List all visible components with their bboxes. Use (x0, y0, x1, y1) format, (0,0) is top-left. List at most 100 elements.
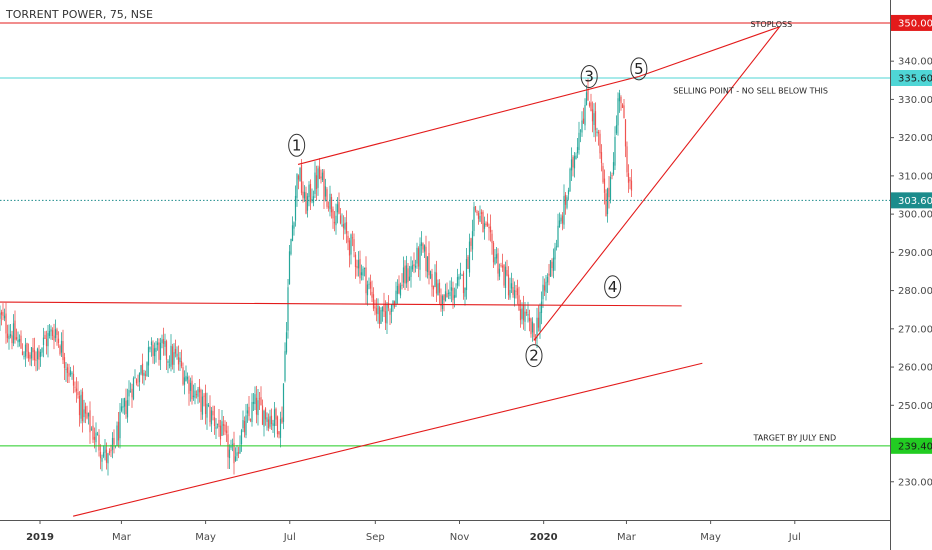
candle-body (2, 312, 4, 316)
candle-body (72, 373, 75, 386)
candle-body (200, 389, 202, 412)
candle-body (234, 456, 237, 462)
candle-body (159, 342, 162, 360)
x-tick-label: May (700, 532, 721, 543)
candle-body (35, 359, 37, 361)
candle-body (423, 245, 426, 252)
candle-body (546, 276, 549, 283)
candle-body (297, 175, 300, 180)
candle-body (609, 176, 612, 200)
annotations-layer: STOPLOSS SELLING POINT - NO SELL BELOW TH… (673, 20, 836, 443)
candle-body (242, 420, 244, 429)
candle-body (6, 333, 9, 339)
candle-body (414, 265, 417, 268)
candle-body (27, 351, 30, 359)
candle-body (128, 389, 130, 397)
candle-body (356, 266, 358, 269)
candle-body (504, 266, 507, 289)
candle-body (608, 187, 610, 198)
candle-body (614, 136, 616, 166)
candle-body (269, 416, 271, 427)
candle-body (566, 197, 568, 208)
candle-body (537, 317, 540, 328)
price-tag (891, 70, 932, 86)
y-tick-label: 280.00 (898, 286, 932, 297)
price-tag (891, 192, 932, 209)
candle-body (531, 321, 534, 333)
candle-body (96, 433, 99, 435)
candle-body (485, 223, 487, 226)
candle-body (207, 405, 210, 406)
candle-body (515, 290, 517, 292)
trend-line (0, 301, 682, 307)
price-tag (891, 437, 932, 454)
candle-body (90, 428, 93, 430)
candle-body (530, 318, 532, 335)
candle-body (233, 442, 235, 464)
candle-body (584, 105, 586, 126)
candle-body (587, 89, 589, 101)
candle-body (585, 92, 588, 106)
candle-body (606, 188, 609, 215)
candle-body (360, 272, 363, 276)
candle-body (323, 170, 325, 200)
candle-body (357, 260, 360, 269)
candle-body (117, 421, 120, 441)
candle-body (276, 416, 279, 435)
candle-body (78, 396, 81, 416)
candle-body (567, 190, 570, 195)
y-tick-label: 330.00 (898, 95, 932, 106)
candle-body (153, 348, 156, 357)
y-tick-label: 260.00 (898, 363, 932, 374)
candle-body (522, 305, 525, 321)
candle-body (69, 370, 72, 376)
y-tick-label: 230.00 (898, 477, 932, 488)
candle-body (81, 391, 84, 421)
candle-body (630, 180, 633, 191)
annotation-text: TARGET BY JULY END (752, 433, 836, 442)
candle-body (342, 223, 345, 229)
candle-body (447, 292, 450, 294)
candle-body (11, 335, 13, 344)
candle-body (302, 191, 304, 198)
candle-body (182, 367, 184, 385)
candle-body (74, 386, 76, 388)
candle-body (593, 113, 595, 126)
candle-body (615, 125, 618, 134)
price-tag-label: 303.60 (898, 196, 932, 207)
candle-body (623, 105, 625, 119)
x-tick-label: Mar (617, 532, 637, 543)
candle-body (291, 225, 294, 242)
candle-body (239, 446, 241, 454)
candle-body (371, 291, 373, 298)
candle-body (240, 430, 243, 445)
candle-body (320, 176, 322, 179)
candle-body (390, 304, 393, 312)
candle-body (549, 260, 552, 277)
candle-body (542, 284, 544, 300)
candle-body (212, 411, 214, 416)
candle-body (92, 425, 94, 440)
candle-body (512, 287, 514, 295)
candle-body (366, 284, 369, 296)
candle-body (255, 397, 258, 415)
wave-label-text: 2 (529, 347, 539, 365)
candle-body (453, 295, 456, 299)
wave-label-text: 5 (634, 60, 644, 78)
candle-body (176, 353, 178, 357)
candle-body (59, 345, 61, 355)
candle-body (284, 351, 286, 381)
candle-body (260, 397, 262, 406)
candle-body (231, 444, 234, 446)
candle-body (12, 323, 15, 344)
candle-body (192, 395, 195, 397)
candle-body (491, 233, 493, 244)
candle-body (401, 284, 403, 287)
candle-body (308, 184, 310, 198)
candle-body (177, 357, 180, 365)
candle-body (60, 340, 63, 353)
candle-body (458, 276, 460, 280)
candle-body (560, 217, 562, 222)
candle-body (486, 222, 489, 226)
candle-body (482, 211, 484, 233)
